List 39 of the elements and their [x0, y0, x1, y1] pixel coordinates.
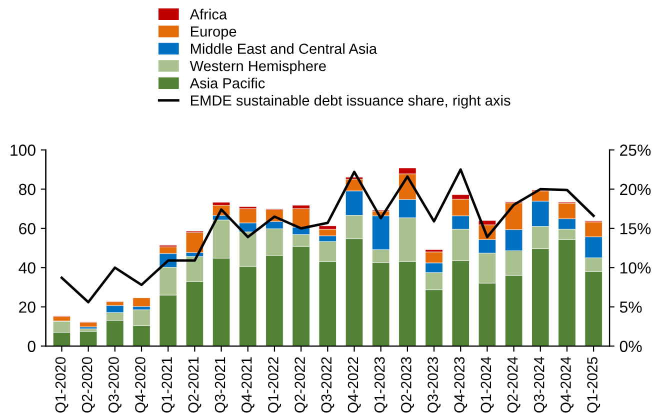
y2-tick-label: 25%	[620, 144, 651, 156]
x-tick-label: Q3-2020	[108, 357, 122, 413]
x-tick-label: Q1-2023	[374, 357, 388, 413]
y-tick-label: 20	[19, 301, 36, 313]
x-tick-label: Q4-2021	[241, 357, 254, 413]
x-tick-label: Q2-2020	[82, 357, 95, 413]
y2-tick-label: 10%	[620, 262, 651, 274]
y-tick-label: 60	[19, 223, 36, 234]
x-tick-label: Q4-2020	[135, 357, 148, 413]
y2-tick-label: 20%	[620, 184, 651, 196]
y2-tick-label: 15%	[620, 223, 651, 234]
legend-label: Middle East and Central Asia	[190, 43, 378, 54]
legend-label: Africa	[190, 8, 228, 20]
x-tick-label: Q1-2025	[587, 357, 600, 413]
x-tick-label: Q2-2022	[294, 357, 308, 413]
x-tick-label: Q1-2021	[162, 357, 175, 413]
x-tick-label: Q1-2024	[480, 356, 494, 413]
legend-label: Asia Pacific	[190, 78, 265, 88]
y-tick-label: 0	[28, 340, 36, 352]
x-tick-label: Q2-2021	[188, 357, 202, 413]
legend-label: EMDE sustainable debt issuance share, right axis	[190, 94, 510, 109]
x-tick-label: Q1-2020	[55, 357, 68, 413]
legend-label: Western Hemisphere	[190, 60, 326, 74]
x-tick-label: Q3-2024	[534, 356, 547, 413]
y-tick-label: 40	[18, 262, 36, 274]
y2-tick-label: 5%	[620, 302, 642, 313]
y-tick-label: 80	[18, 184, 36, 196]
y-tick-label: 100	[10, 144, 36, 156]
x-tick-label: Q2-2024	[507, 356, 520, 413]
y2-tick-label: 0%	[620, 340, 642, 352]
x-tick-label: Q2-2023	[401, 357, 414, 413]
x-tick-label: Q4-2023	[454, 357, 468, 413]
x-tick-label: Q3-2021	[214, 357, 228, 413]
x-tick-label: Q4-2024	[560, 356, 574, 413]
x-tick-label: Q1-2022	[268, 357, 281, 413]
x-tick-label: Q3-2023	[428, 357, 441, 413]
x-tick-label: Q3-2022	[321, 357, 334, 413]
x-tick-label: Q4-2022	[348, 357, 361, 413]
legend-label: Europe	[190, 26, 236, 40]
